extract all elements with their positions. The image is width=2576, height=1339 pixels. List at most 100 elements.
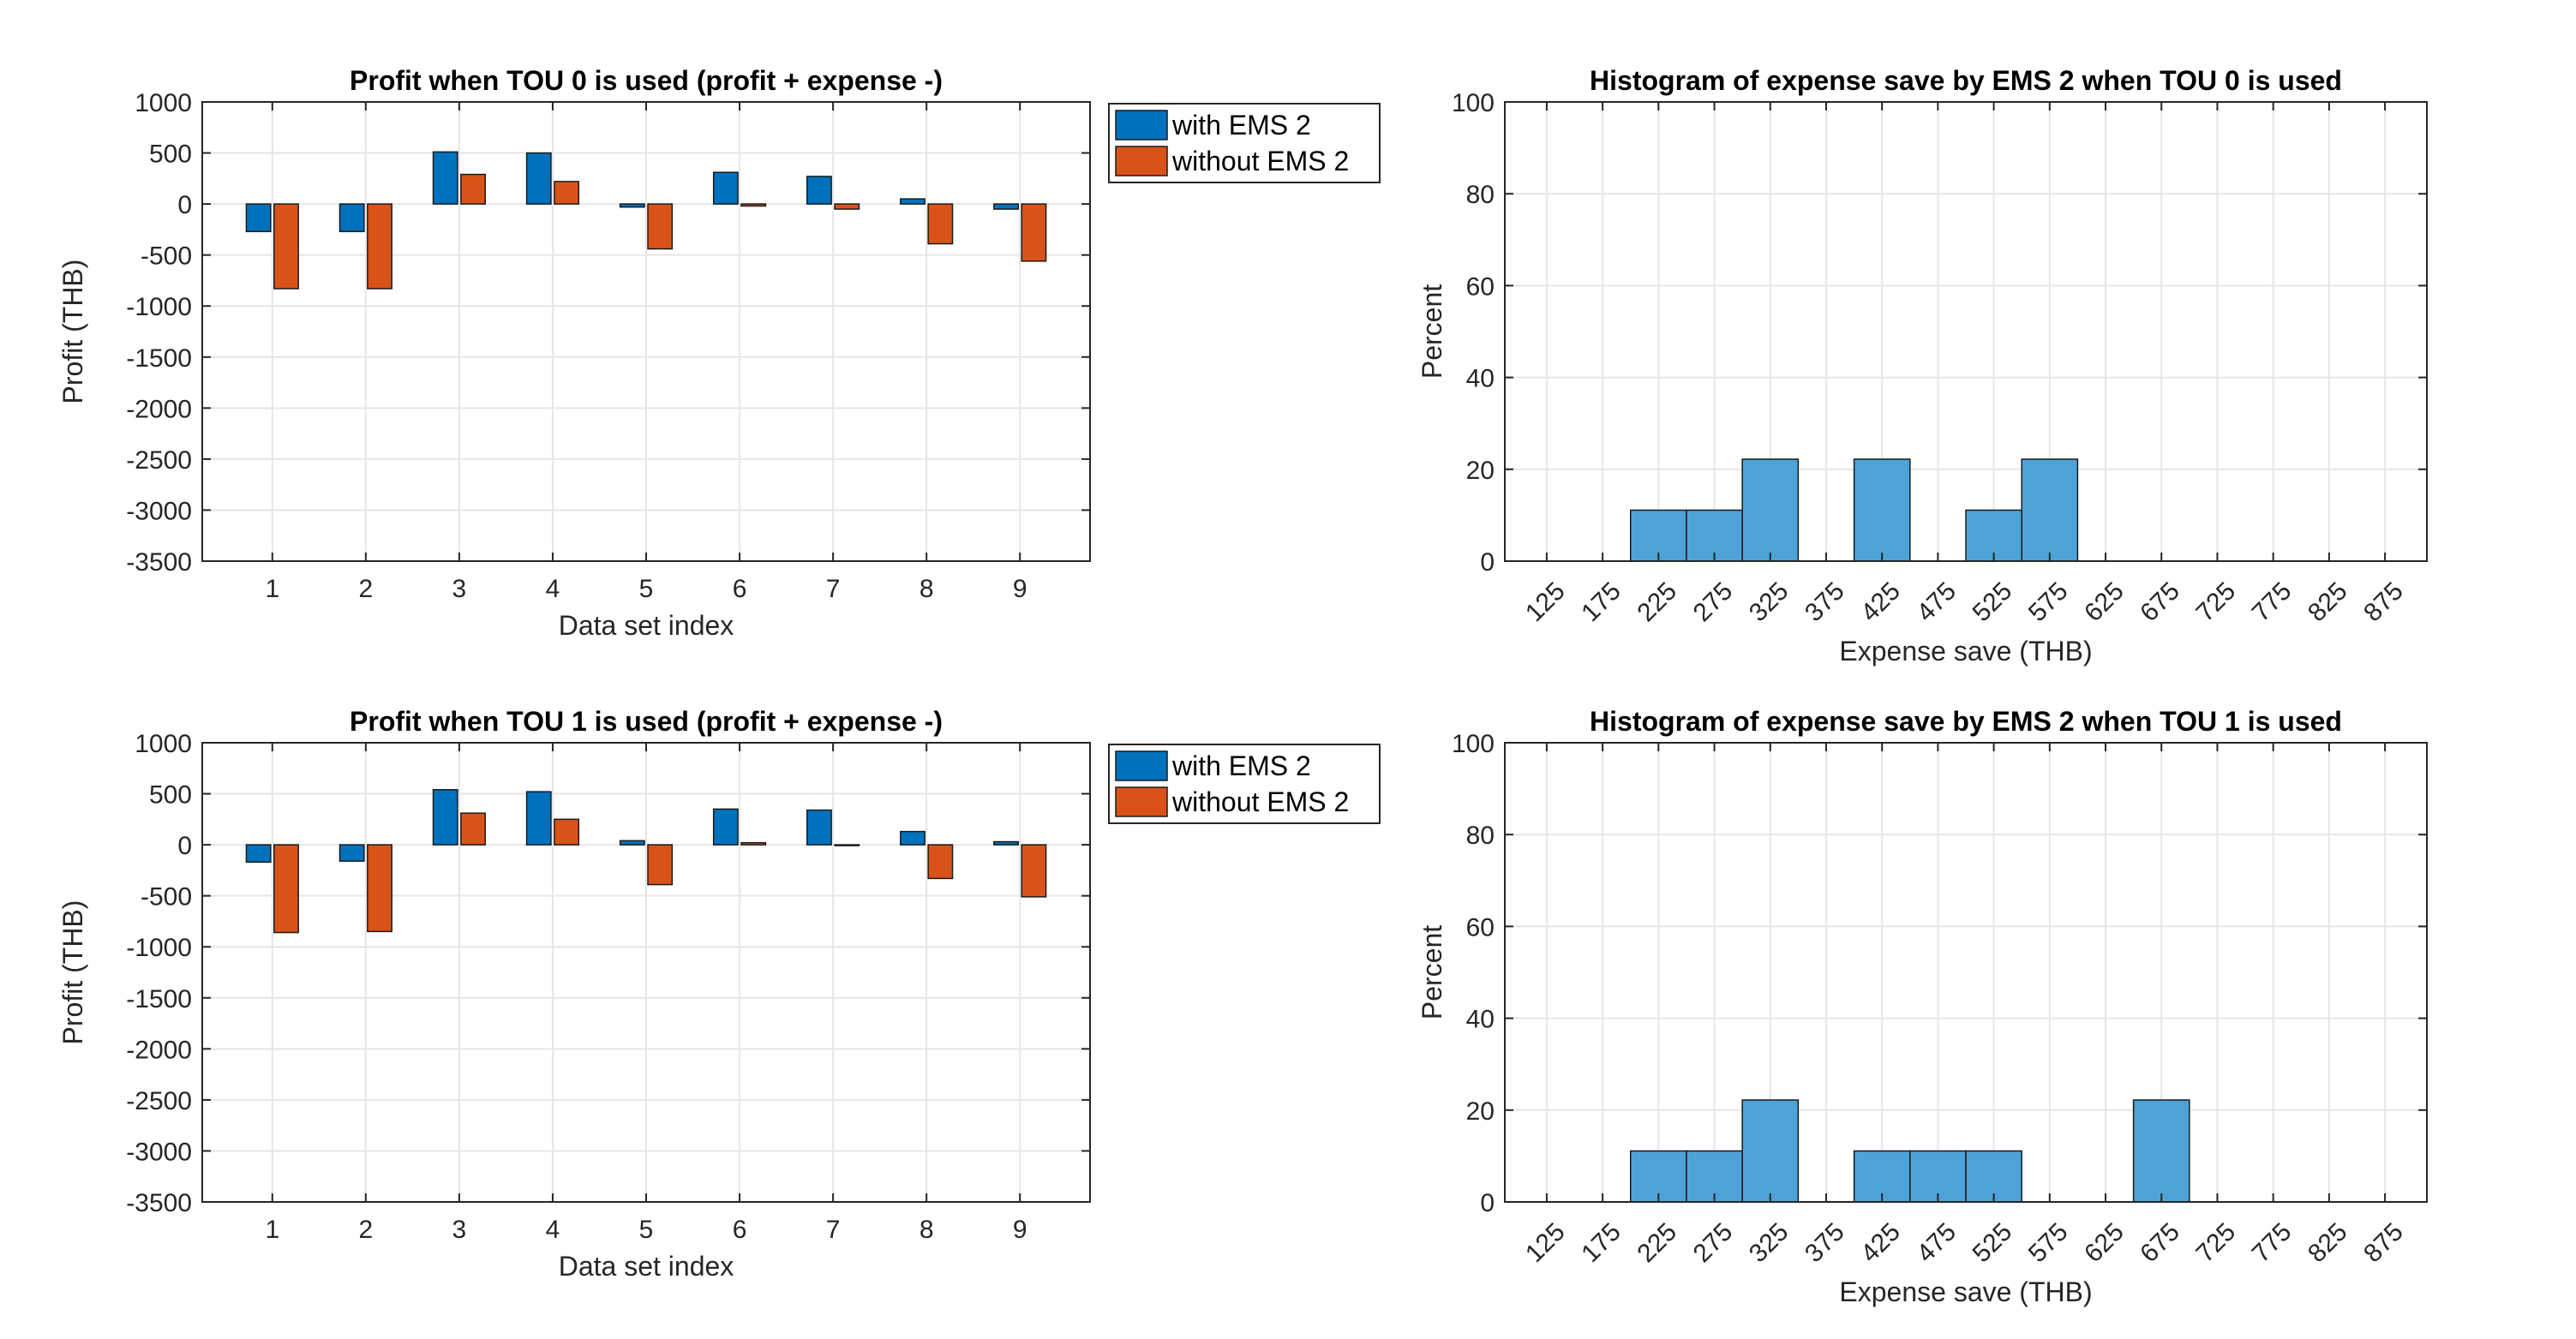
x-tick-label: 425 (1855, 577, 1906, 627)
x-tick-label: 775 (2247, 1217, 2297, 1268)
legend-label-without-ems: without EMS 2 (1171, 786, 1349, 817)
histogram-bar-575 (2021, 458, 2079, 562)
y-tick-label: -2000 (126, 1036, 192, 1064)
x-tick-label: 4 (546, 575, 560, 603)
x-tick-label: 7 (826, 1216, 841, 1244)
y-tick-label: -2000 (126, 395, 192, 423)
y-tick-label: 0 (1480, 548, 1495, 577)
y-tick-label: -2500 (126, 446, 192, 475)
bar-without-ems-7 (834, 844, 860, 846)
bar-with-ems-1 (245, 203, 272, 233)
bar-without-ems-5 (647, 844, 674, 886)
bar-with-ems-9 (993, 203, 1019, 210)
bar-with-ems-2 (338, 844, 365, 862)
y-tick-label: -3000 (126, 1138, 192, 1166)
bar-with-ems-4 (525, 152, 552, 205)
histogram-bar-675 (2132, 1099, 2190, 1203)
bar-without-ems-6 (740, 841, 767, 846)
bar-without-ems-2 (367, 203, 392, 290)
y-axis-label: Percent (1417, 284, 1447, 379)
x-axis-label: Data set index (559, 1251, 734, 1282)
x-tick-label: 325 (1744, 577, 1794, 627)
x-axis-label: Data set index (559, 610, 734, 641)
bar-without-ems-8 (927, 844, 954, 880)
x-tick-label: 6 (733, 1216, 747, 1244)
x-tick-label: 575 (2023, 1217, 2074, 1268)
x-tick-label: 125 (1520, 1217, 1571, 1268)
x-tick-label: 9 (1013, 575, 1027, 603)
legend-swatch-with-ems (1115, 750, 1168, 781)
y-tick-label: 20 (1466, 457, 1495, 485)
legend-label-with-ems: with EMS 2 (1171, 750, 1311, 781)
y-tick-label: 500 (149, 781, 192, 810)
y-tick-label: -500 (141, 883, 192, 912)
x-axis-label: Expense save (THB) (1839, 636, 2092, 667)
bar-without-ems-3 (460, 812, 486, 846)
chart-title: Profit when TOU 1 is used (profit + expe… (350, 706, 943, 737)
x-tick-label: 425 (1855, 1217, 1906, 1268)
x-tick-label: 375 (1800, 577, 1850, 627)
histogram-bar-425 (1853, 458, 1911, 562)
y-tick-label: 1000 (135, 730, 192, 758)
x-tick-label: 225 (1632, 1217, 1682, 1268)
y-tick-label: 60 (1466, 913, 1495, 941)
chart-1: 1000 500 0 -500 -1000 -1500 -2000 -2500 -3000 -35… (57, 65, 1381, 641)
legend-swatch-with-ems (1115, 110, 1168, 140)
x-tick-label: 2 (358, 575, 373, 603)
y-tick-label: -1500 (126, 344, 192, 373)
plot-area (1505, 102, 2427, 561)
chart-title: Profit when TOU 0 is used (profit + expe… (350, 65, 943, 96)
chart-2: 0 20 40 60 80 100 125 175 225 275 325 375 425 475 525 5… (1417, 65, 2428, 667)
bar-with-ems-6 (712, 808, 739, 846)
bar-with-ems-3 (432, 151, 458, 205)
bar-without-ems-6 (740, 203, 767, 207)
y-tick-label: 20 (1466, 1097, 1495, 1126)
y-tick-label: 0 (177, 832, 192, 860)
y-tick-label: 80 (1466, 181, 1495, 209)
bar-without-ems-7 (834, 203, 860, 210)
x-tick-label: 825 (2303, 577, 2353, 627)
x-tick-label: 825 (2303, 1217, 2353, 1268)
bar-with-ems-2 (338, 203, 365, 233)
bar-without-ems-9 (1021, 203, 1047, 262)
bar-with-ems-7 (806, 809, 832, 846)
x-tick-label: 675 (2135, 1217, 2185, 1268)
x-tick-label: 225 (1632, 577, 1682, 627)
x-tick-label: 325 (1744, 1217, 1794, 1268)
x-tick-label: 875 (2358, 1217, 2409, 1268)
x-tick-label: 1 (265, 575, 279, 603)
y-axis-label: Profit (THB) (57, 900, 88, 1045)
x-tick-label: 725 (2191, 577, 2242, 627)
bar-without-ems-4 (554, 818, 580, 846)
bar-with-ems-9 (993, 840, 1019, 846)
x-tick-label: 9 (1013, 1216, 1027, 1244)
plot-area (1505, 743, 2427, 1202)
bar-without-ems-3 (460, 173, 486, 205)
y-tick-label: -2500 (126, 1087, 192, 1115)
axes-box (1504, 742, 2428, 1203)
bar-without-ems-9 (1021, 844, 1047, 898)
y-tick-label: -1000 (126, 293, 192, 321)
x-axis-label: Expense save (THB) (1839, 1276, 2092, 1307)
bar-without-ems-2 (367, 844, 392, 933)
bar-with-ems-5 (619, 203, 645, 208)
histogram-bar-325 (1741, 458, 1800, 562)
x-tick-label: 8 (920, 575, 934, 603)
y-tick-label: 500 (149, 140, 192, 169)
x-tick-label: 275 (1688, 1217, 1739, 1268)
x-tick-label: 475 (1911, 577, 1962, 627)
histogram-bar-325 (1741, 1099, 1800, 1203)
bar-with-ems-3 (432, 789, 458, 846)
legend-label-without-ems: without EMS 2 (1171, 146, 1349, 176)
bar-without-ems-5 (647, 203, 674, 250)
y-axis-label: Profit (THB) (57, 260, 88, 404)
y-tick-label: 0 (177, 191, 192, 219)
x-tick-label: 575 (2023, 577, 2074, 627)
bar-without-ems-8 (927, 203, 954, 245)
x-tick-label: 5 (639, 1216, 654, 1244)
legend-swatch-without-ems (1115, 786, 1168, 817)
y-axis-label: Percent (1417, 925, 1447, 1019)
chart-4: 0 20 40 60 80 100 125 175 225 275 325 375 425 475 525 5… (1417, 706, 2428, 1307)
x-tick-label: 675 (2135, 577, 2185, 627)
x-tick-label: 175 (1576, 577, 1626, 627)
